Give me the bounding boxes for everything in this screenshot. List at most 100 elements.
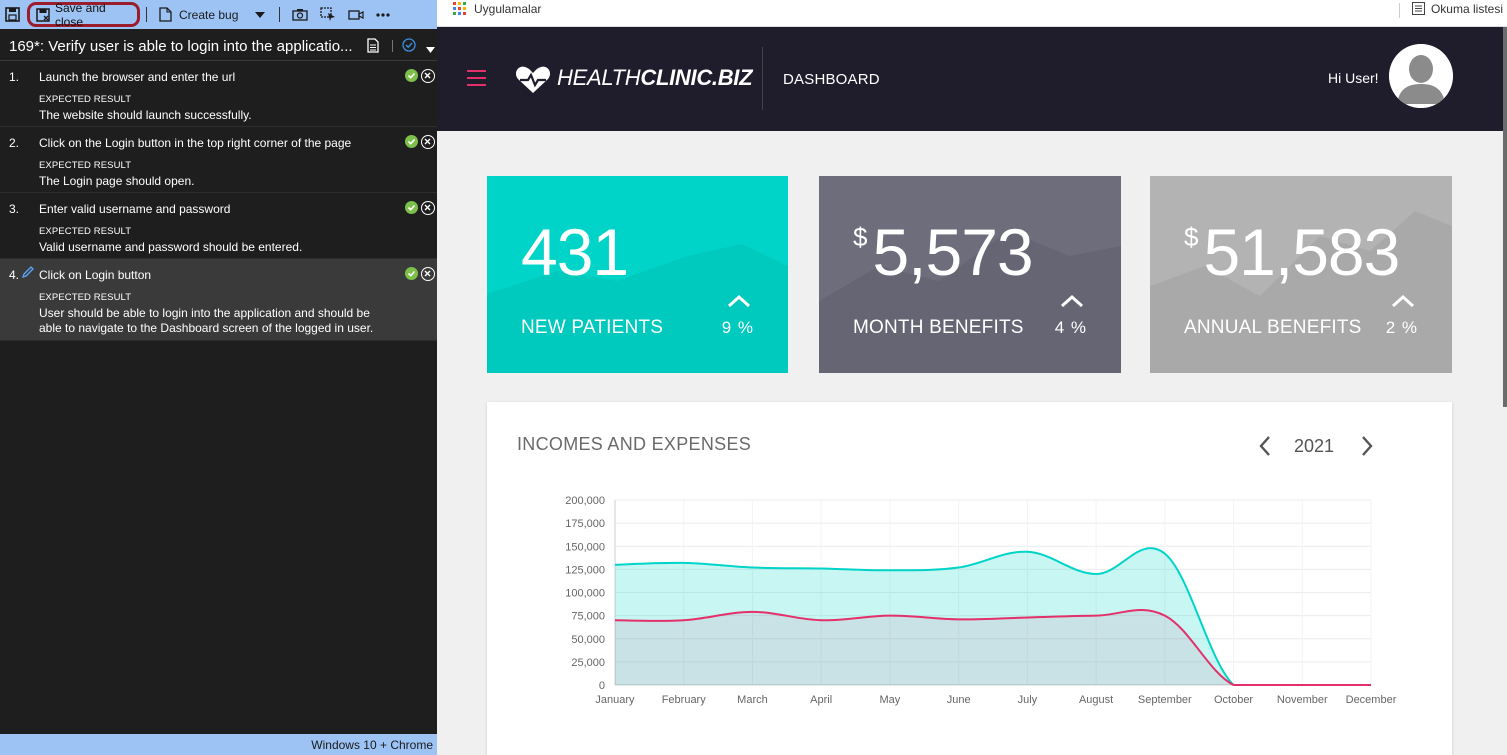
header-divider bbox=[762, 47, 763, 110]
page-title: DASHBOARD bbox=[783, 71, 880, 88]
stat-label: MONTH BENEFITS bbox=[853, 317, 1024, 338]
test-case-title: 169*: Verify user is able to login into … bbox=[9, 38, 353, 55]
stat-card-month-benefits: $5,573 MONTH BENEFITS 4 % bbox=[819, 176, 1121, 373]
expected-result-text: The website should launch successfully. bbox=[39, 108, 252, 122]
chevron-up-icon bbox=[1391, 294, 1415, 308]
x-tick-label: May bbox=[880, 694, 901, 706]
x-tick-label: February bbox=[662, 694, 707, 706]
x-tick-label: January bbox=[595, 694, 635, 706]
pass-check-icon[interactable] bbox=[405, 135, 418, 148]
x-tick-label: September bbox=[1138, 694, 1192, 706]
notes-icon[interactable] bbox=[367, 38, 379, 58]
y-tick-label: 125,000 bbox=[565, 564, 605, 576]
step-action: Click on the Login button in the top rig… bbox=[39, 136, 352, 150]
status-check-icon[interactable] bbox=[402, 38, 416, 57]
expected-result-label: EXPECTED RESULT bbox=[39, 226, 132, 237]
toolbar-divider bbox=[279, 7, 280, 22]
step-action: Launch the browser and enter the url bbox=[39, 70, 236, 84]
stat-value: $51,583 bbox=[1184, 215, 1400, 289]
create-bug-label: Create bug bbox=[179, 7, 239, 22]
card-background-shape bbox=[1150, 211, 1452, 373]
stat-value: 431 bbox=[521, 215, 629, 289]
page-scrollbar[interactable] bbox=[1503, 27, 1507, 407]
save-and-close-button[interactable]: Save and close bbox=[27, 1, 140, 29]
document-icon bbox=[159, 7, 172, 22]
expected-result-text: The Login page should open. bbox=[39, 174, 195, 188]
video-icon[interactable] bbox=[348, 0, 364, 29]
x-tick-label: November bbox=[1277, 694, 1328, 706]
expected-result-label: EXPECTED RESULT bbox=[39, 160, 132, 171]
toolbar-divider bbox=[146, 7, 147, 22]
save-icon[interactable] bbox=[5, 0, 20, 29]
environment-label: Windows 10 + Chrome bbox=[311, 738, 433, 752]
hamburger-menu-icon[interactable] bbox=[467, 70, 486, 86]
x-tick-label: July bbox=[1018, 694, 1038, 706]
stat-card-new-patients: 431 NEW PATIENTS 9 % bbox=[487, 176, 788, 373]
incomes-expenses-card: 0 25,000 50,000 75,000 100,000 125,000 150,000… bbox=[487, 402, 1452, 755]
more-options-icon[interactable] bbox=[376, 0, 390, 29]
test-step-4[interactable]: 4. Click on Login button EXPECTED RESULT… bbox=[0, 259, 437, 341]
avatar[interactable] bbox=[1389, 44, 1453, 108]
y-tick-label: 75,000 bbox=[571, 611, 605, 623]
fail-x-icon[interactable] bbox=[421, 69, 435, 83]
x-tick-label: August bbox=[1079, 694, 1113, 706]
y-tick-label: 175,000 bbox=[565, 518, 605, 530]
chart-title: INCOMES AND EXPENSES bbox=[517, 434, 752, 454]
y-tick-label: 50,000 bbox=[571, 634, 605, 646]
x-tick-label: March bbox=[737, 694, 768, 706]
bookmarks-bar: Uygulamalar Okuma listesi bbox=[437, 0, 1507, 27]
browser-window: Uygulamalar Okuma listesi HEALTHCLINIC.B… bbox=[437, 0, 1507, 755]
brand-light: HEALTH bbox=[557, 65, 641, 90]
fail-x-icon[interactable] bbox=[421, 201, 435, 215]
test-step-2[interactable]: 2. Click on the Login button in the top … bbox=[0, 127, 437, 193]
x-tick-label: April bbox=[810, 694, 832, 706]
y-tick-label: 150,000 bbox=[565, 541, 605, 553]
stat-label: NEW PATIENTS bbox=[521, 317, 664, 338]
pass-check-icon[interactable] bbox=[405, 201, 418, 214]
test-step-1[interactable]: 1. Launch the browser and enter the url … bbox=[0, 61, 437, 127]
brand-bold: CLINIC.BIZ bbox=[640, 65, 753, 90]
apps-bookmark[interactable]: Uygulamalar bbox=[474, 2, 542, 16]
expected-result-label: EXPECTED RESULT bbox=[39, 292, 132, 303]
test-case-header: 169*: Verify user is able to login into … bbox=[0, 29, 437, 61]
fail-x-icon[interactable] bbox=[421, 267, 435, 281]
camera-icon[interactable] bbox=[292, 0, 308, 29]
reading-list-icon[interactable] bbox=[1412, 2, 1425, 20]
series-area-1 bbox=[615, 548, 1371, 685]
x-tick-label: December bbox=[1346, 694, 1397, 706]
chevron-up-icon bbox=[727, 294, 751, 308]
expected-result-text: User should be able to login into the ap… bbox=[39, 306, 374, 335]
y-tick-label: 25,000 bbox=[571, 657, 605, 669]
pass-check-icon[interactable] bbox=[405, 69, 418, 82]
runner-status-bar: Windows 10 + Chrome bbox=[0, 734, 437, 755]
y-tick-label: 100,000 bbox=[565, 588, 605, 600]
chevron-left-icon[interactable] bbox=[1257, 435, 1273, 457]
pass-check-icon[interactable] bbox=[405, 267, 418, 280]
brand-logo[interactable]: HEALTHCLINIC.BIZ bbox=[557, 65, 753, 91]
save-close-icon bbox=[36, 7, 50, 22]
step-number: 4. bbox=[9, 268, 20, 282]
stat-percent: 9 % bbox=[721, 318, 754, 337]
chevron-down-icon[interactable] bbox=[426, 40, 435, 58]
year-selector: 2021 bbox=[1294, 436, 1335, 456]
reading-list-button[interactable]: Okuma listesi bbox=[1430, 2, 1503, 16]
pencil-icon bbox=[21, 265, 35, 284]
capture-actions-icon[interactable] bbox=[320, 0, 336, 29]
series-line-2 bbox=[614, 609, 1371, 686]
create-bug-button[interactable]: Create bug bbox=[159, 0, 238, 29]
stat-percent: 2 % bbox=[1385, 318, 1418, 337]
chevron-up-icon bbox=[1060, 294, 1084, 308]
step-action: Enter valid username and password bbox=[39, 202, 231, 216]
x-tick-label: June bbox=[947, 694, 971, 706]
test-step-3[interactable]: 3. Enter valid username and password EXP… bbox=[0, 193, 437, 259]
fail-x-icon[interactable] bbox=[421, 135, 435, 149]
incomes-expenses-chart: 0 25,000 50,000 75,000 100,000 125,000 150,000… bbox=[565, 495, 1397, 706]
chevron-down-icon[interactable] bbox=[255, 0, 265, 29]
stat-card-annual-benefits: $51,583 ANNUAL BENEFITS 2 % bbox=[1150, 176, 1452, 373]
test-runner-panel: Save and close Create bug bbox=[0, 0, 437, 755]
apps-grid-icon[interactable] bbox=[453, 2, 466, 20]
bookmark-divider bbox=[1399, 3, 1400, 18]
card-background-shape bbox=[819, 231, 1121, 373]
x-tick-label: October bbox=[1214, 694, 1253, 706]
chevron-right-icon[interactable] bbox=[1359, 435, 1375, 457]
